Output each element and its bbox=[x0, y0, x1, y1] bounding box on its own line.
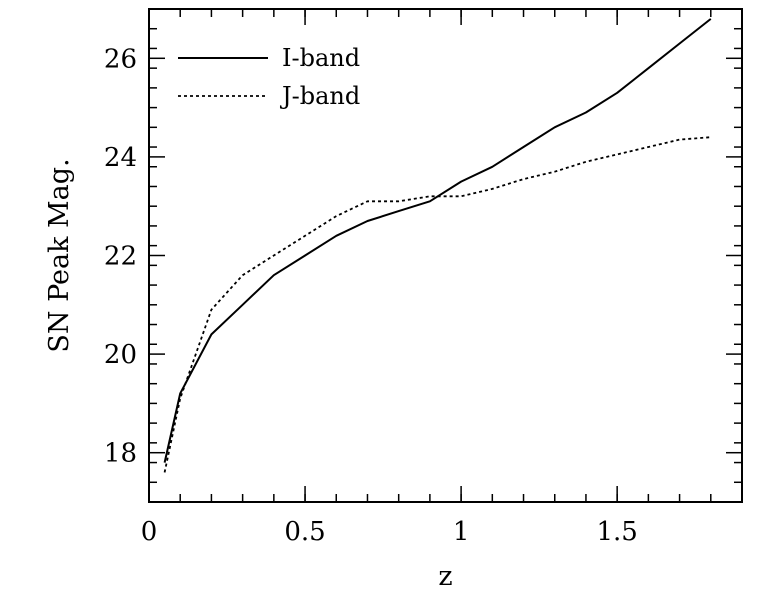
plot-frame bbox=[148, 8, 743, 503]
y-tick-label: 22 bbox=[104, 242, 137, 272]
x-tick-label: 1 bbox=[453, 517, 470, 547]
x-axis-label: z bbox=[438, 561, 452, 592]
legend-label: I-band bbox=[282, 44, 360, 72]
tick-labels: 0 0.5 1 1.5 18 20 22 24 26 bbox=[104, 44, 638, 547]
series-lines bbox=[163, 18, 712, 473]
x-tick-label: 0.5 bbox=[284, 517, 325, 547]
y-tick-label: 24 bbox=[104, 143, 137, 173]
y-axis-label: SN Peak Mag. bbox=[44, 158, 75, 352]
legend-label: J-band bbox=[279, 82, 360, 110]
series-line-i-band bbox=[163, 18, 712, 463]
x-tick-label: 1.5 bbox=[596, 517, 637, 547]
series-line-j-band bbox=[163, 136, 711, 473]
axis-ticks bbox=[148, 8, 743, 503]
x-tick-label: 0 bbox=[141, 517, 158, 547]
legend: I-band J-band bbox=[178, 44, 360, 110]
y-tick-label: 20 bbox=[104, 340, 137, 370]
y-tick-label: 26 bbox=[104, 44, 137, 74]
y-tick-label: 18 bbox=[104, 439, 137, 469]
plot-frame-border bbox=[148, 8, 743, 503]
